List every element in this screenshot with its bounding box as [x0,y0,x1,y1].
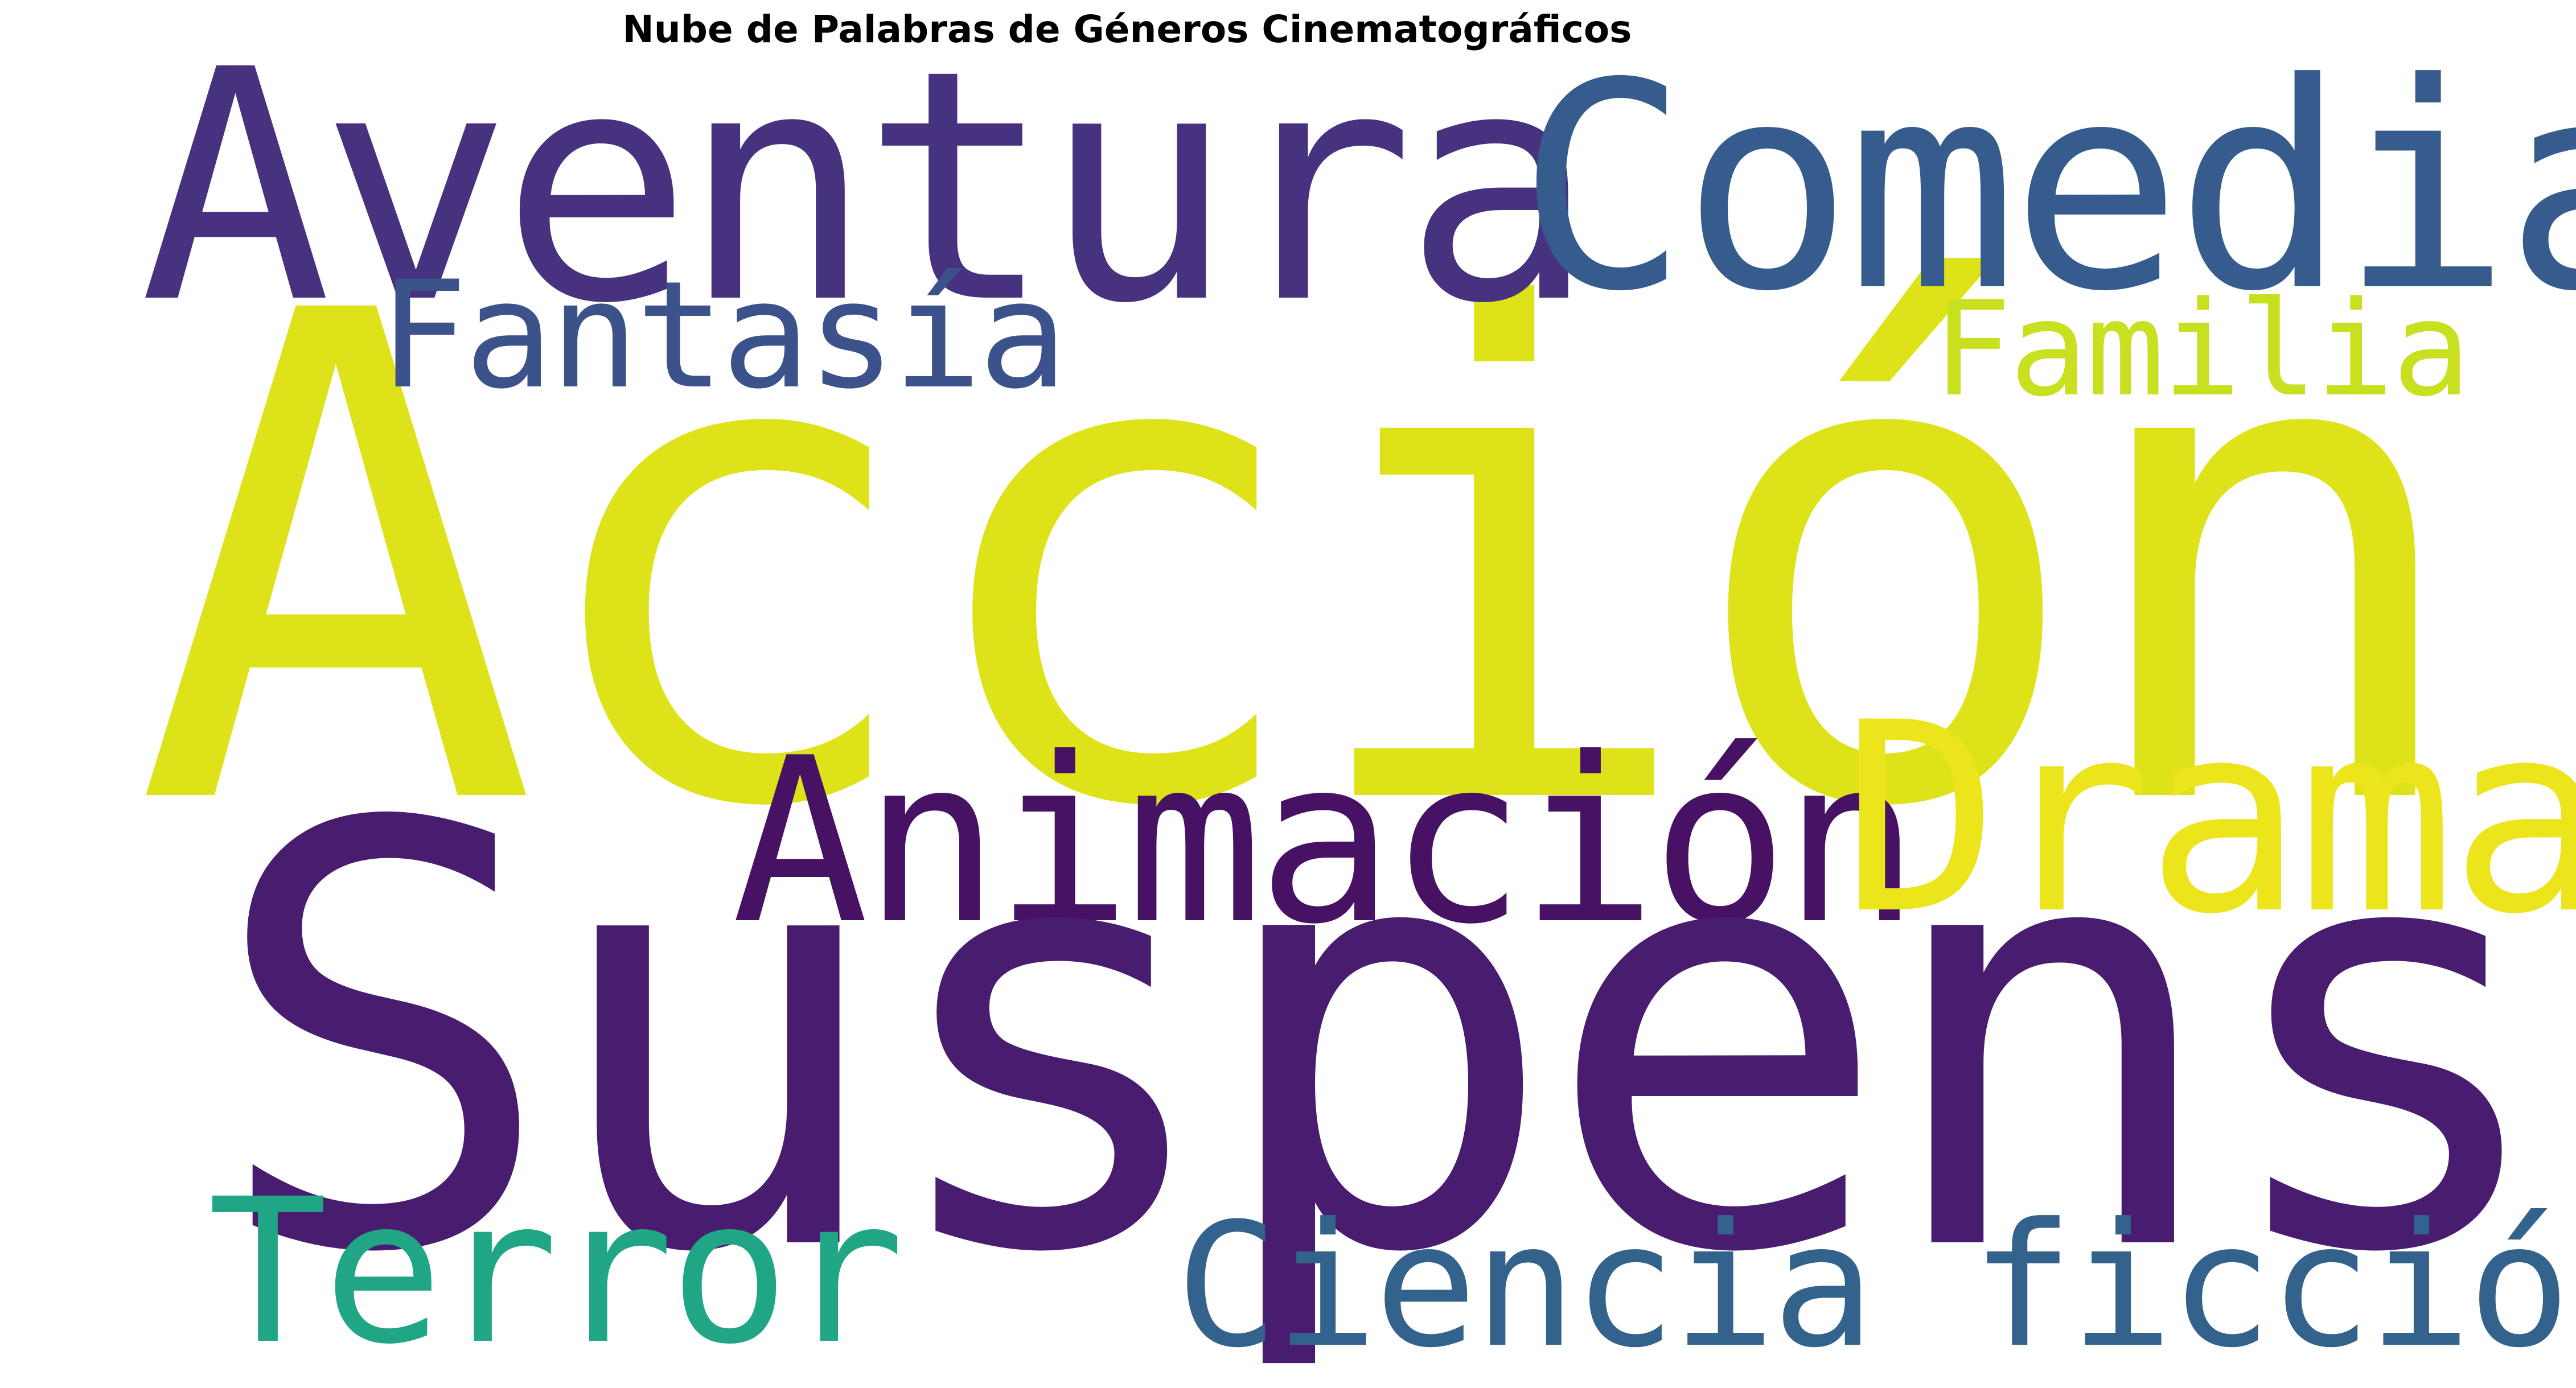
word-suspense: Suspense [208,703,2576,1379]
word-ciencia-ficcion: Ciencia ficción [1176,1187,2576,1385]
word-familia: Familia [1933,274,2471,426]
word-fantasia: Fantasía [379,250,1067,422]
word-cloud: Acción Aventura Comedia Fantasía Familia… [128,28,2576,1379]
word-animacion: Animación [732,710,1920,974]
word-terror: Terror [208,1156,905,1388]
word-accion: Acción [134,172,2475,954]
word-aventura: Aventura [139,2,1595,373]
word-drama: Drama [1842,667,2576,971]
word-comedia: Comedia [1517,22,2576,353]
chart-title: Nube de Palabras de Géneros Cinematográf… [622,7,1632,51]
